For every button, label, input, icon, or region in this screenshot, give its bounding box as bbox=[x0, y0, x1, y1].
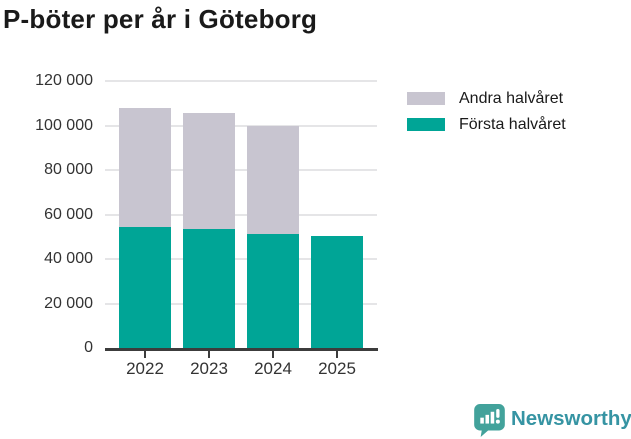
bar-2025-f-rsta-halv-ret bbox=[311, 235, 363, 348]
chart-title: P-böter per år i Göteborg bbox=[3, 4, 318, 34]
y-axis-label: 120 000 bbox=[35, 72, 93, 89]
newsworthy-logo[interactable]: Newsworthy bbox=[474, 404, 631, 437]
legend: Andra halvåret Första halvåret bbox=[407, 89, 566, 144]
mini-bar-3 bbox=[490, 411, 495, 424]
x-axis-label-2022: 2022 bbox=[126, 359, 164, 378]
bar-2022-andra-halv-ret bbox=[119, 107, 171, 227]
gridline-60000 bbox=[105, 213, 377, 216]
gridline-120000 bbox=[105, 80, 377, 82]
legend-swatch-andra-halvaret bbox=[407, 92, 445, 105]
exclamation-dot bbox=[495, 419, 500, 424]
x-axis-line bbox=[105, 348, 378, 351]
plot-area bbox=[105, 80, 377, 348]
x-axis-label-2025: 2025 bbox=[318, 359, 356, 378]
y-axis-labels: 0 20 000 40 000 60 000 80 000 100 000 120 000 bbox=[0, 72, 93, 356]
mini-bar-1 bbox=[480, 417, 484, 424]
gridline-100000 bbox=[105, 124, 377, 127]
speech-bubble-shape bbox=[474, 404, 505, 437]
legend-label-andra-halvaret: Andra halvåret bbox=[459, 89, 564, 107]
gridline-40000 bbox=[105, 258, 377, 260]
legend-item-andra-halvaret: Andra halvåret bbox=[407, 89, 566, 107]
bar-2024-andra-halv-ret bbox=[247, 126, 299, 234]
x-axis-tick-2023 bbox=[208, 351, 210, 358]
exclamation-stem bbox=[496, 408, 500, 418]
y-axis-label: 40 000 bbox=[44, 250, 93, 267]
x-axis-tick-2025 bbox=[336, 351, 338, 358]
x-axis-tick-2022 bbox=[144, 351, 146, 358]
y-axis-label: 60 000 bbox=[44, 205, 93, 223]
newsworthy-brand-text: Newsworthy bbox=[511, 407, 631, 430]
bar-2024-f-rsta-halv-ret bbox=[247, 233, 299, 348]
bar-2023-andra-halv-ret bbox=[183, 112, 235, 230]
x-axis-label-2024: 2024 bbox=[254, 359, 292, 378]
x-axis-label-2023: 2023 bbox=[190, 359, 228, 378]
legend-label-forsta-halvaret: Första halvåret bbox=[459, 115, 566, 133]
y-axis-label: 100 000 bbox=[35, 116, 93, 134]
y-axis-label: 20 000 bbox=[44, 294, 93, 312]
mini-bar-2 bbox=[485, 414, 490, 424]
gridline-20000 bbox=[105, 302, 377, 305]
y-axis-label: 80 000 bbox=[44, 161, 93, 178]
newsworthy-logo-icon bbox=[474, 404, 505, 437]
legend-item-forsta-halvaret: Första halvåret bbox=[407, 115, 566, 133]
x-axis-tick-2024 bbox=[272, 351, 274, 358]
legend-swatch-forsta-halvaret bbox=[407, 118, 445, 131]
bar-2022-f-rsta-halv-ret bbox=[119, 226, 171, 348]
bar-2023-f-rsta-halv-ret bbox=[183, 229, 235, 348]
gridline-80000 bbox=[105, 169, 377, 171]
y-axis-label: 0 bbox=[84, 339, 93, 356]
